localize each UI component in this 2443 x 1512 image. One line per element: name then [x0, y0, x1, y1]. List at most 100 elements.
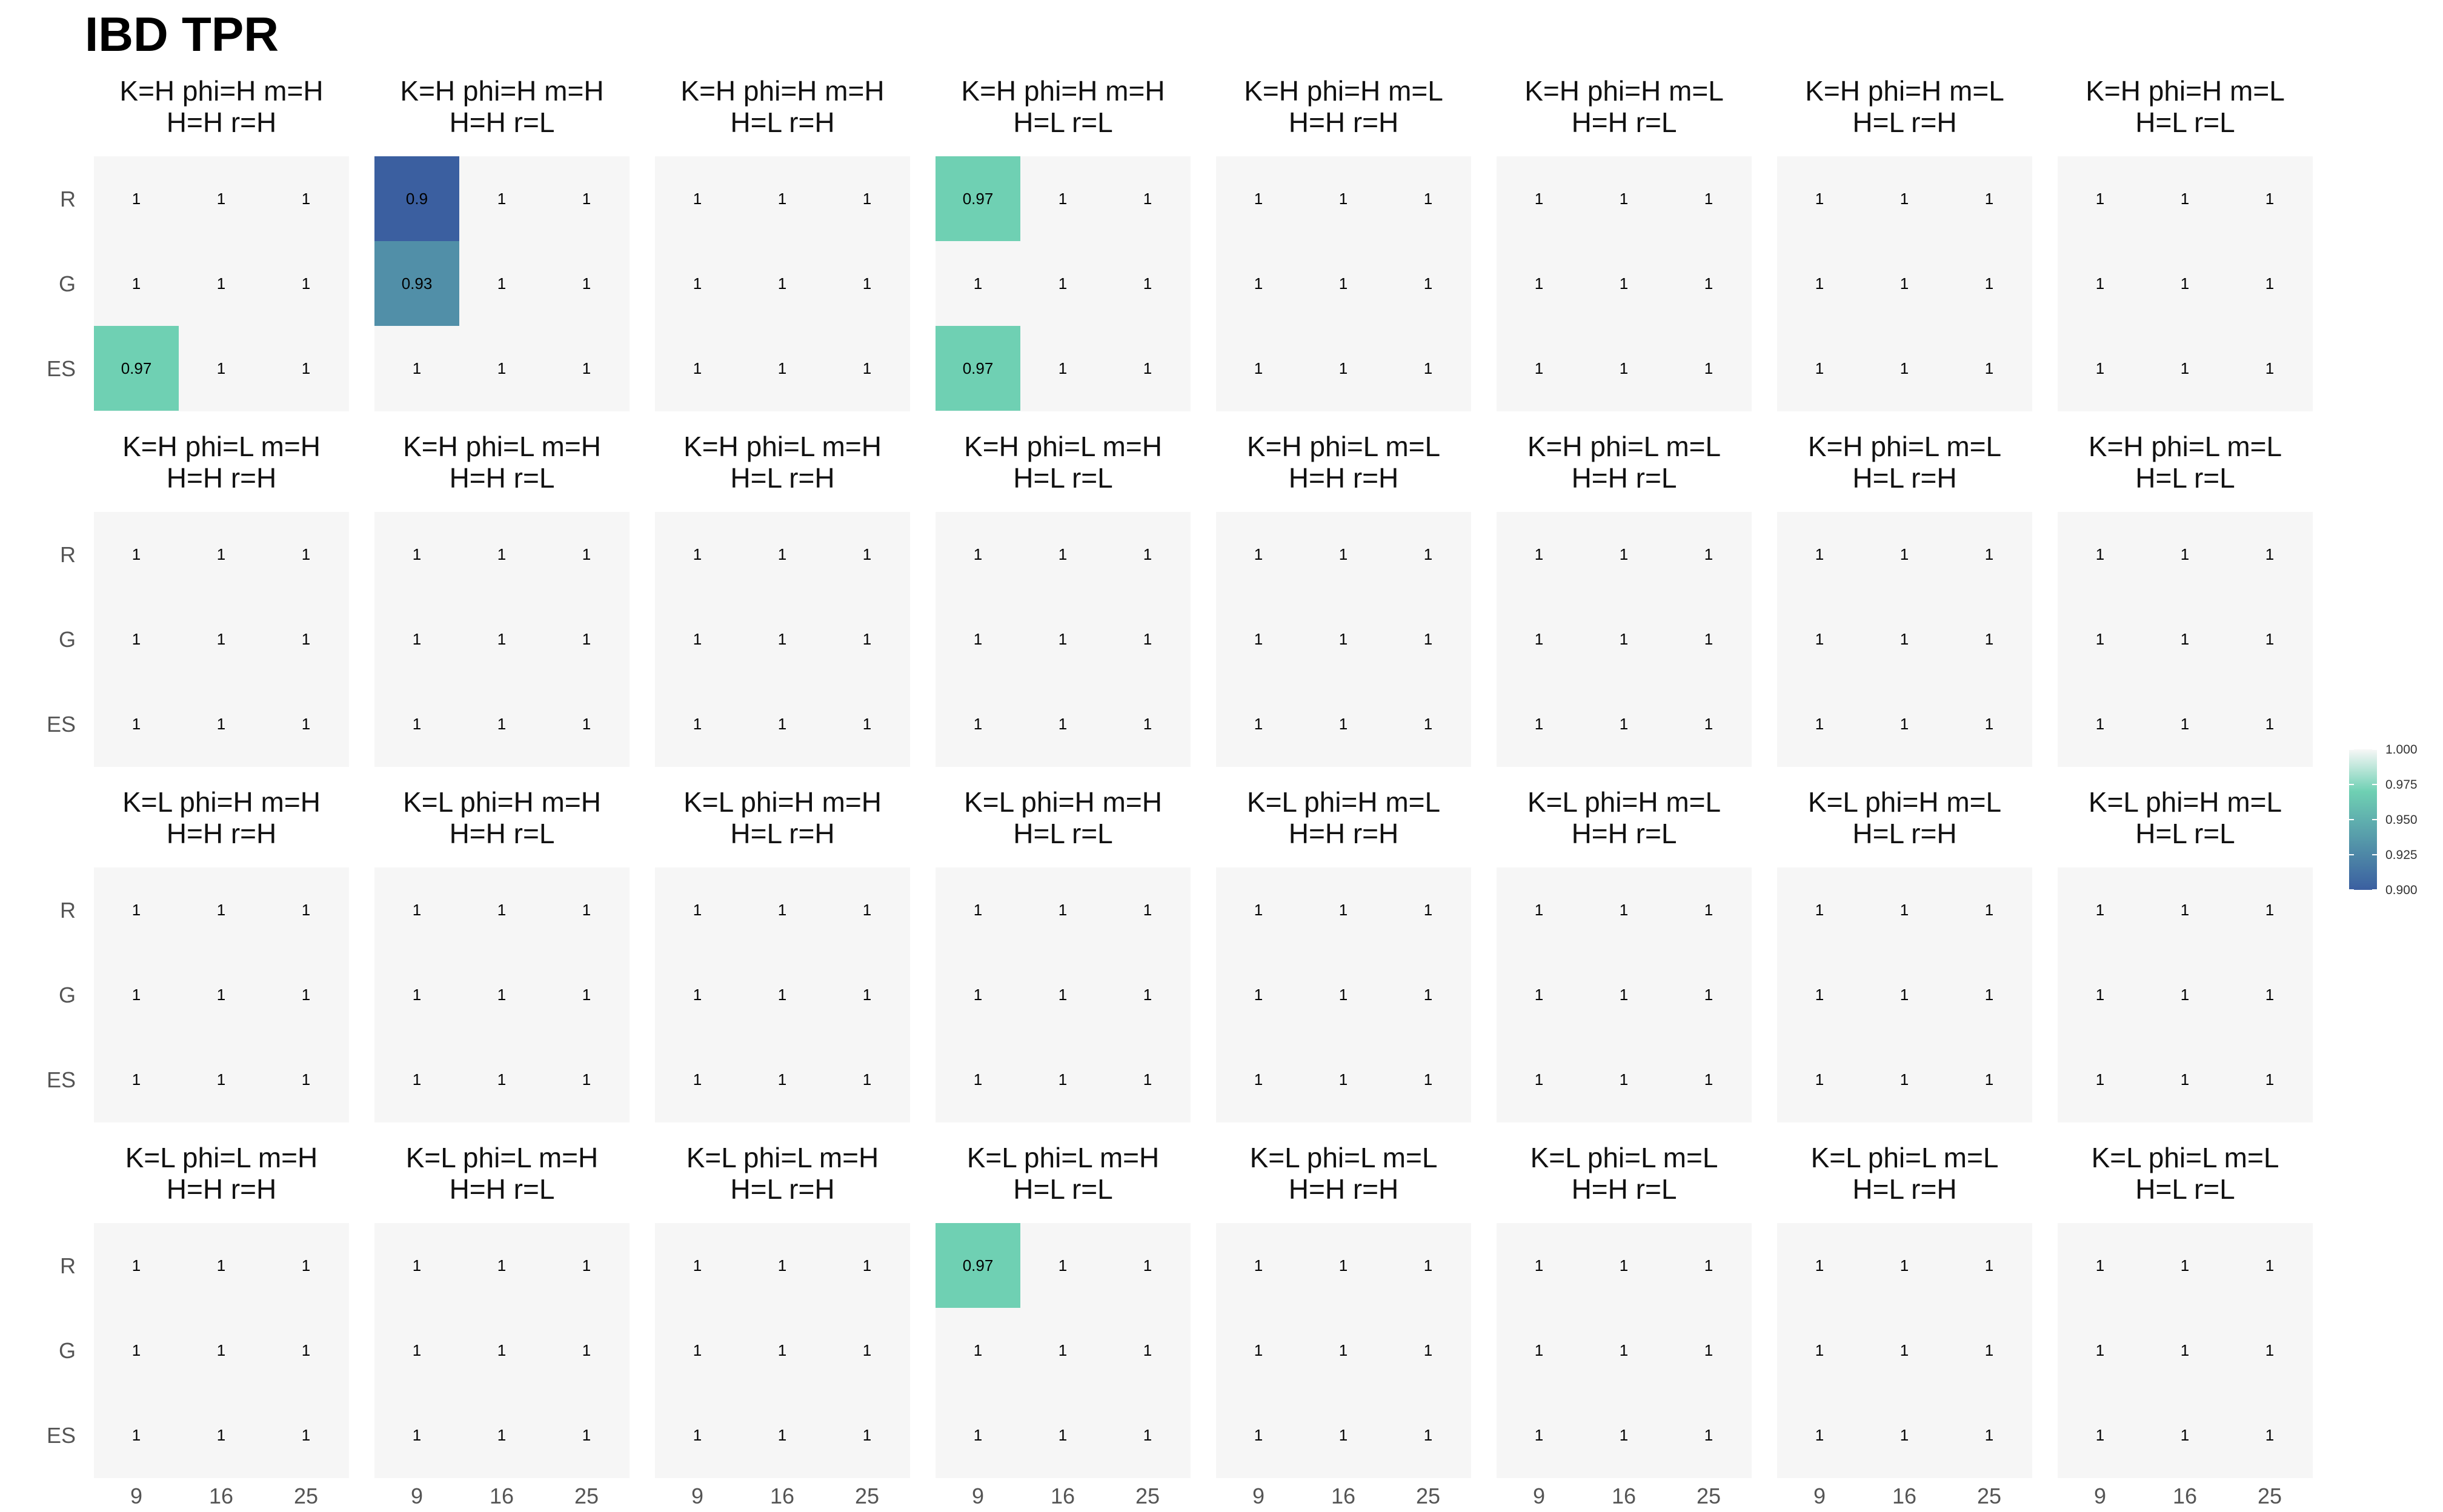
- cell-value-label: 1: [863, 1256, 871, 1275]
- facet-title: H=L r=H: [730, 462, 834, 494]
- cell-value-label: 1: [974, 630, 982, 648]
- cell-value-label: 1: [1620, 1426, 1628, 1444]
- facet-panel: K=L phi=L m=LH=H r=L 1 1 1 1 1 1 1 1 1: [1497, 1142, 1752, 1478]
- cell-value-label: 1: [1143, 1426, 1152, 1444]
- facet-title: K=H phi=L m=L: [2089, 431, 2282, 462]
- facet-title: K=L phi=H m=H: [683, 786, 882, 818]
- facet-title: K=H phi=L m=L: [1247, 431, 1440, 462]
- cell-value-label: 1: [1535, 1341, 1543, 1359]
- cell-value-label: 1: [2096, 1256, 2104, 1275]
- facet-title: H=L r=L: [1013, 107, 1113, 138]
- cell-value-label: 1: [974, 1070, 982, 1089]
- cell-value-label: 1: [2181, 901, 2189, 919]
- cell-value-label: 1: [1985, 1070, 1993, 1089]
- cell-value-label: 1: [1535, 630, 1543, 648]
- facet-panel: K=L phi=L m=HH=H r=H 1 1 1 1 1 1 1 1 1: [94, 1142, 349, 1478]
- facet-panel: K=H phi=L m=HH=H r=L 1 1 1 1 1 1 1 1 1: [374, 431, 630, 767]
- facet-title: H=H r=L: [450, 107, 555, 138]
- cell-value-label: 1: [1059, 1426, 1067, 1444]
- cell-value-label: 1: [2265, 630, 2274, 648]
- facet-title: K=H phi=L m=H: [403, 431, 601, 462]
- x-tick-label: 25: [1977, 1484, 2001, 1508]
- facet-title: K=L phi=L m=H: [406, 1142, 599, 1173]
- facet-title: K=H phi=L m=L: [1808, 431, 2001, 462]
- panel-background: [655, 867, 910, 1122]
- cell-value-label: 1: [1254, 1341, 1263, 1359]
- cell-value-label: 1: [413, 901, 421, 919]
- cell-value-label: 1: [132, 630, 141, 648]
- cell-value-label: 1: [1704, 545, 1713, 563]
- chart-title: IBD TPR: [85, 7, 279, 61]
- cell-value-label: 1: [1900, 1426, 1909, 1444]
- cell-value-label: 1: [1339, 1426, 1348, 1444]
- cell-value-label: 1: [1704, 986, 1713, 1004]
- cell-value-label: 1: [1059, 715, 1067, 733]
- cell-value-label: 1: [974, 901, 982, 919]
- cell-value-label: 1: [1620, 359, 1628, 377]
- facet-panel: K=H phi=H m=HH=H r=H 1 1 1 1 1 1 0.97 1 1: [94, 75, 349, 411]
- facet-title: H=L r=H: [730, 1173, 834, 1205]
- facet-panel: K=L phi=L m=HH=L r=H 1 1 1 1 1 1 1 1 1: [655, 1142, 910, 1478]
- cell-value-label: 1: [413, 359, 421, 377]
- cell-value-label: 1: [497, 986, 506, 1004]
- cell-value-label: 1: [217, 359, 225, 377]
- cell-value-label: 1: [1424, 1341, 1432, 1359]
- cell-value-label: 0.97: [121, 359, 152, 377]
- x-tick-label: 16: [1051, 1484, 1075, 1508]
- cell-value-label: 1: [1815, 545, 1824, 563]
- panel-background: [1216, 512, 1471, 767]
- facet-title: H=H r=L: [1572, 107, 1677, 138]
- cell-value-label: 1: [1900, 1341, 1909, 1359]
- facet-title: K=L phi=L m=L: [1811, 1142, 1999, 1173]
- facet-panel: K=L phi=H m=LH=L r=H 1 1 1 1 1 1 1 1 1: [1777, 786, 2032, 1122]
- cell-value-label: 1: [413, 1256, 421, 1275]
- facet-panels: K=H phi=H m=HH=H r=H1 1 11 1 10.97 1 1RGESK=H …: [47, 75, 2313, 1508]
- x-tick-label: 9: [972, 1484, 984, 1508]
- cell-value-label: 1: [1254, 1426, 1263, 1444]
- cell-value-label: 1: [974, 1341, 982, 1359]
- cell-value-label: 1: [693, 986, 702, 1004]
- cell-value-label: 1: [778, 1341, 786, 1359]
- cell-value-label: 1: [1059, 630, 1067, 648]
- cell-value-label: 1: [2096, 190, 2104, 208]
- x-tick-label: 25: [294, 1484, 318, 1508]
- cell-value-label: 0.97: [963, 190, 994, 208]
- x-tick-label: 9: [2094, 1484, 2106, 1508]
- facet-panel: K=H phi=H m=HH=H r=L 0.9 1 1 0.93 1 1 1 1 1: [374, 75, 630, 411]
- facet-title: K=H phi=H m=L: [1244, 75, 1443, 107]
- cell-value-label: 1: [497, 1426, 506, 1444]
- facet-title: K=H phi=H m=H: [400, 75, 603, 107]
- cell-value-label: 1: [1900, 190, 1909, 208]
- cell-value-label: 1: [217, 986, 225, 1004]
- cell-value-label: 1: [1254, 1256, 1263, 1275]
- cell-value-label: 1: [1059, 274, 1067, 293]
- cell-value-label: 1: [2181, 1341, 2189, 1359]
- cell-value-label: 1: [582, 1426, 591, 1444]
- y-tick-label: G: [59, 1338, 76, 1363]
- cell-value-label: 1: [974, 274, 982, 293]
- cell-value-label: 1: [2181, 1070, 2189, 1089]
- cell-value-label: 1: [582, 986, 591, 1004]
- cell-value-label: 1: [778, 190, 786, 208]
- facet-title: H=L r=L: [1013, 818, 1113, 849]
- facet-title: K=H phi=H m=L: [1805, 75, 2004, 107]
- facet-title: H=H r=L: [1572, 1173, 1677, 1205]
- cell-value-label: 1: [302, 715, 310, 733]
- cell-value-label: 1: [1815, 359, 1824, 377]
- facet-title: H=L r=H: [730, 107, 834, 138]
- facet-title: H=L r=L: [1013, 462, 1113, 494]
- cell-value-label: 1: [2265, 1070, 2274, 1089]
- cell-value-label: 1: [1704, 1341, 1713, 1359]
- legend-tick-label: 0.900: [2385, 883, 2418, 897]
- y-tick-label: G: [59, 271, 76, 296]
- cell-value-label: 1: [582, 630, 591, 648]
- facet-title: K=L phi=L m=L: [1250, 1142, 1438, 1173]
- cell-value-label: 1: [1704, 359, 1713, 377]
- cell-value-label: 1: [2096, 1341, 2104, 1359]
- cell-value-label: 1: [1254, 190, 1263, 208]
- facet-panel: K=H phi=H m=HH=L r=L 0.97 1 1 1 1 1 0.97 1 1: [936, 75, 1191, 411]
- cell-value-label: 1: [1900, 274, 1909, 293]
- cell-value-label: 1: [1254, 274, 1263, 293]
- panel-background: [1777, 1223, 2032, 1478]
- cell-value-label: 1: [1424, 630, 1432, 648]
